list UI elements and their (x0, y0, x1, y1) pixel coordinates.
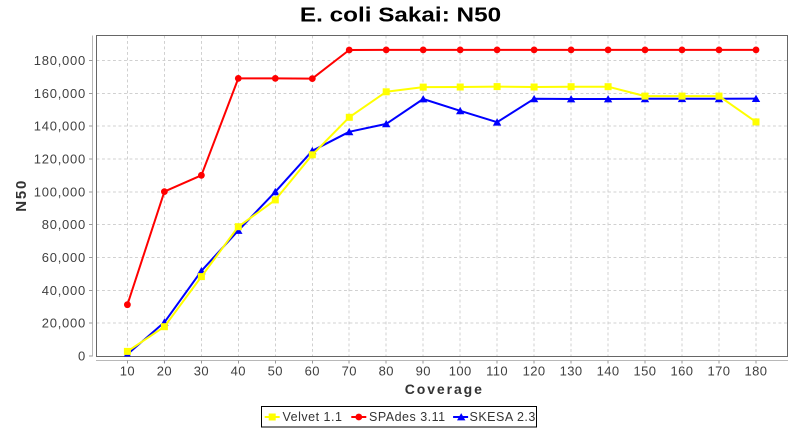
svg-text:120: 120 (523, 363, 546, 378)
svg-text:90: 90 (416, 363, 431, 378)
svg-text:100: 100 (449, 363, 472, 378)
svg-text:Velvet 1.1: Velvet 1.1 (283, 410, 343, 424)
svg-text:160,000: 160,000 (34, 86, 86, 101)
svg-text:160: 160 (671, 363, 694, 378)
svg-text:80: 80 (379, 363, 394, 378)
svg-text:80,000: 80,000 (42, 217, 86, 232)
svg-text:E. coli Sakai: N50: E. coli Sakai: N50 (300, 4, 501, 26)
svg-text:SPAdes 3.11: SPAdes 3.11 (369, 410, 446, 424)
svg-text:10: 10 (120, 363, 135, 378)
svg-text:50: 50 (268, 363, 283, 378)
svg-text:40: 40 (231, 363, 246, 378)
svg-text:SKESA 2.3: SKESA 2.3 (470, 410, 536, 424)
svg-text:130: 130 (560, 363, 583, 378)
svg-text:110: 110 (486, 363, 508, 378)
svg-text:N50: N50 (13, 179, 30, 212)
svg-text:60,000: 60,000 (42, 250, 86, 265)
svg-text:120,000: 120,000 (34, 152, 86, 167)
svg-text:150: 150 (634, 363, 657, 378)
svg-text:20: 20 (157, 363, 172, 378)
svg-text:100,000: 100,000 (34, 184, 86, 199)
svg-text:60: 60 (305, 363, 320, 378)
svg-text:180,000: 180,000 (34, 53, 86, 68)
svg-text:Coverage: Coverage (405, 381, 484, 397)
svg-text:140: 140 (597, 363, 620, 378)
svg-text:30: 30 (194, 363, 209, 378)
svg-text:170: 170 (708, 363, 731, 378)
svg-text:40,000: 40,000 (42, 283, 86, 298)
svg-text:140,000: 140,000 (34, 119, 86, 134)
svg-text:180: 180 (745, 363, 768, 378)
svg-text:70: 70 (342, 363, 357, 378)
svg-text:20,000: 20,000 (42, 316, 86, 331)
svg-text:0: 0 (78, 348, 86, 363)
